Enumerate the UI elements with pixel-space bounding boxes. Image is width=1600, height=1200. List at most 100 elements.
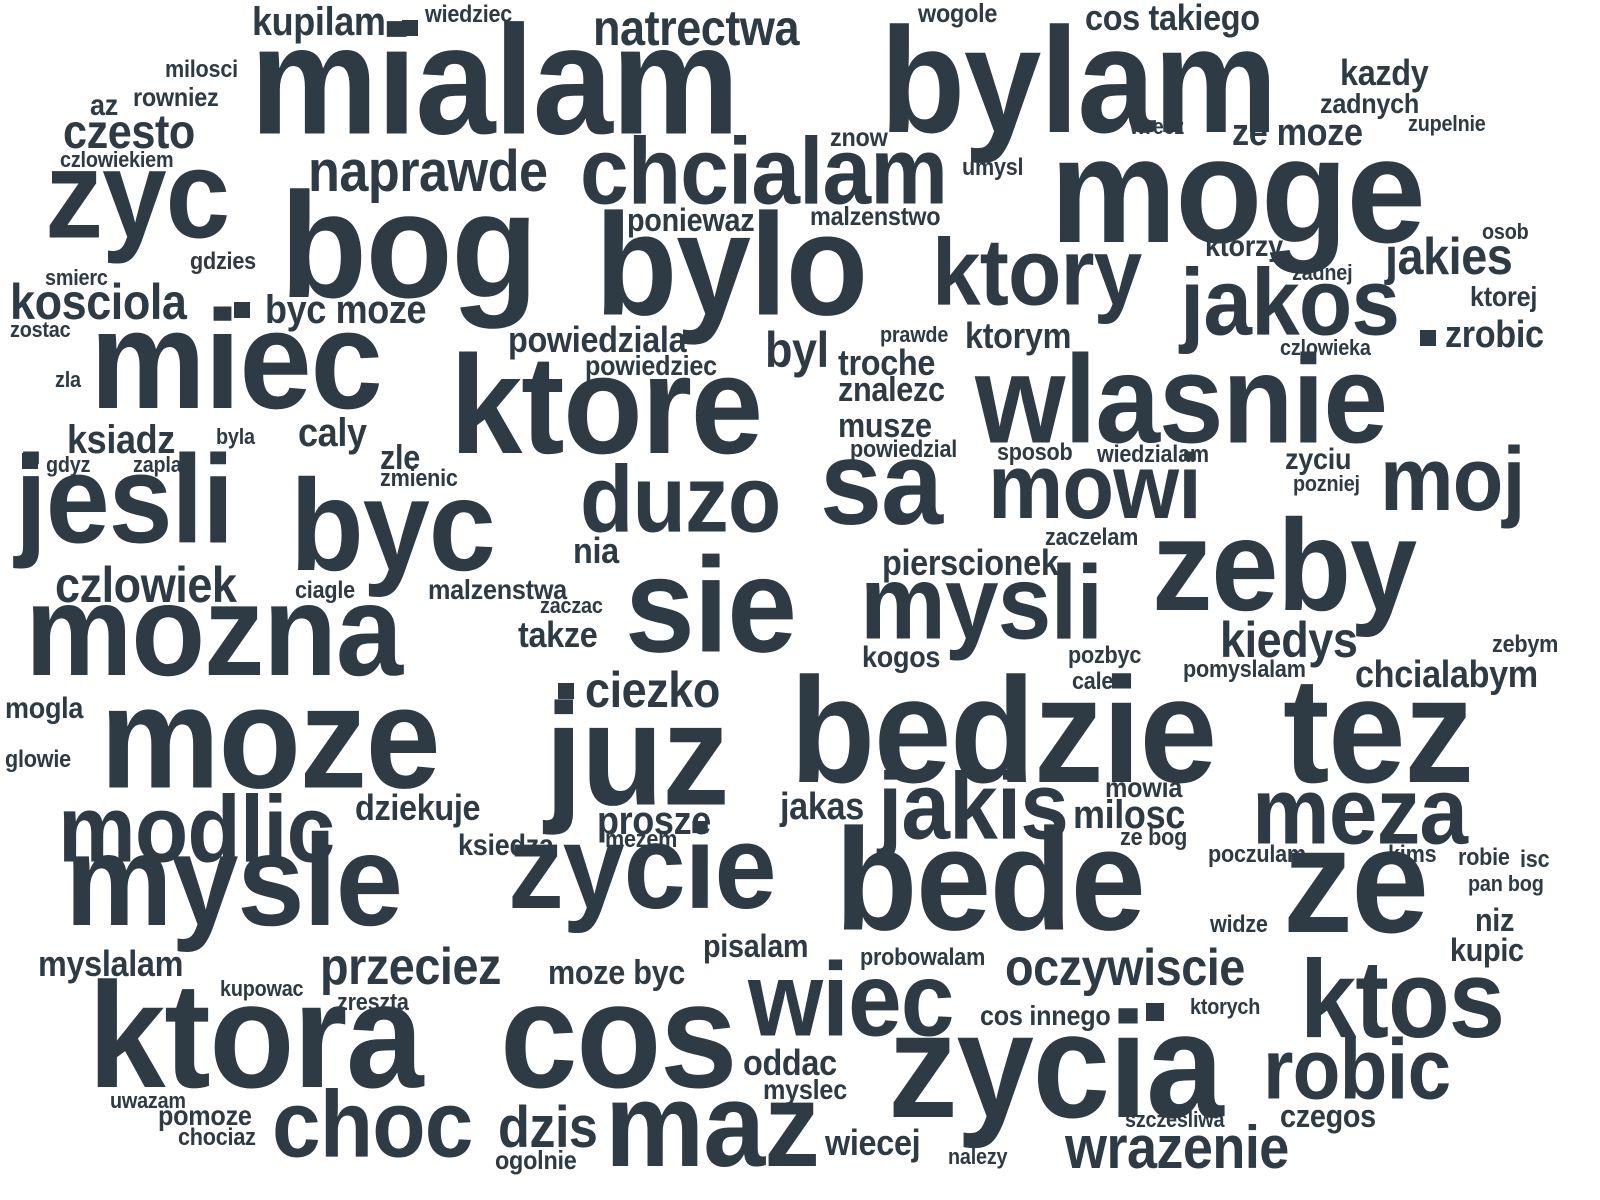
word-malzenstwa: malzenstwa [428,574,567,605]
word-ktore: ktore [450,326,763,483]
word-kazdy: kazdy [1340,52,1429,93]
word-wogole: wogole [918,0,998,28]
word-poniewaz: poniewaz [627,202,755,238]
word-jakos: jakos [1180,249,1400,356]
word-troche: troche [838,342,936,383]
word-ogolnie: ogolnie [495,1145,577,1175]
word-mozna: mozna [25,557,403,703]
word-zla: zla [55,367,81,392]
word-moge: moge [1050,106,1426,274]
square-mark [1146,1003,1164,1021]
word-meza: meza [1252,758,1468,865]
word-powiedzial: powiedzial [850,436,958,463]
word-myslalam: myslalam [38,943,184,984]
word-pomoze: pomoze [158,1100,252,1131]
word-moj: moj [1380,430,1526,530]
word-takze: takze [518,614,598,655]
word-ze-moze: ze moze [1232,112,1363,154]
word-byc: byc [290,452,496,598]
word-ksiedza: ksiedza [458,829,554,862]
word-czlowiekiem: czlowiekiem [60,147,174,172]
word-niz: niz [1475,902,1515,938]
word-kupic: kupic [1450,932,1524,968]
word-szczesliwa: szczesliwa [1125,1107,1225,1132]
word-zaczac: zaczac [540,593,603,618]
word-jakies: jakies [1385,228,1513,286]
square-mark [22,453,38,469]
word-glowie: glowie [5,746,71,773]
word-wiec: wiec [748,941,955,1059]
word-mowia: mowia [1105,772,1183,803]
word-myslec: myslec [763,1074,847,1105]
word-zycia: zycia [888,981,1224,1149]
word-moze-byc: moze byc [548,954,686,992]
word-ktorych: ktorych [1190,994,1261,1019]
word-pan-bog: pan bog [1468,871,1544,896]
word-tez: tez [1283,646,1474,814]
word-mogla: mogla [5,692,84,725]
word-cale: cale [1072,668,1114,695]
word-zreszta: zreszta [337,989,409,1016]
word-ktos: ktos [1300,938,1505,1061]
square-mark [402,20,418,36]
word-az: az [90,89,118,122]
word-smierc: smierc [45,265,108,290]
word-ciagle: ciagle [295,577,355,604]
word-mowi: mowi [988,436,1202,538]
word-natrectwa: natrectwa [593,0,800,56]
word-cos: cos [500,951,738,1119]
word-prosze: prosze [597,799,711,843]
word-powiedziec: powiedziec [585,350,717,381]
word-milosc: milosc [1073,793,1185,837]
word-isc: isc [1520,846,1550,873]
word-kosciola: kosciola [10,274,187,330]
word-zostac: zostac [10,317,71,342]
word-sposob: sposob [997,439,1073,466]
word-kupowac: kupowac [220,976,304,1001]
word-zycie: zycie [508,800,777,934]
word-ze: ze [1283,796,1429,964]
word-prawde: prawde [880,322,949,347]
word-zyciu: zyciu [1285,443,1352,476]
word-pomyslalam: pomyslalam [1183,656,1306,683]
word-cos-innego: cos innego [980,1000,1111,1031]
word-dziekuje: dziekuje [355,787,481,828]
word-jakis: jakis [878,753,1069,860]
word-widze: widze [1210,911,1268,938]
word-zadnych: zadnych [1320,88,1420,119]
word-musze: musze [838,407,932,445]
word-wiedziec: wiedziec [425,1,513,28]
square-mark [558,683,574,699]
word-moze: moze [100,656,441,819]
word-nia: nia [573,530,619,571]
word-duzo: duzo [580,446,781,553]
word-oczywiscie: oczywiscie [1005,939,1245,997]
word-uwazam: uwazam [110,1088,186,1113]
word-kiedys: kiedys [1220,612,1358,668]
word-mysli: mysli [860,544,1103,662]
word-byl: byl [765,322,829,378]
word-zebym: zebym [1492,631,1559,658]
word-ciezko: ciezko [585,662,720,718]
word-chcialabym: chcialabym [1355,654,1538,696]
word-bog: bog [280,161,538,329]
square-mark [1420,330,1436,346]
word-pozniej: pozniej [1293,471,1360,496]
word-mezem: mezem [605,826,678,853]
word-czesto: czesto [63,106,195,159]
word-dzis: dzis [498,1095,598,1160]
word-zaczelam: zaczelam [1045,524,1139,551]
word-mysle: mysle [65,807,403,953]
word-zle: zle [380,439,420,477]
word-ktorym: ktorym [965,315,1072,356]
word-oddac: oddac [743,1042,837,1083]
word-czegos: czegos [1280,1098,1376,1134]
word-milosci: milosci [165,56,238,83]
word-jakas: jakas [780,786,864,828]
word-czlowieka: czlowieka [1280,335,1371,360]
word-wrazenie: wrazenie [1065,1114,1289,1181]
word-ktorej: ktorej [1470,281,1538,312]
word-kogos: kogos [862,641,941,674]
word-kupilam: kupilam [252,0,386,44]
